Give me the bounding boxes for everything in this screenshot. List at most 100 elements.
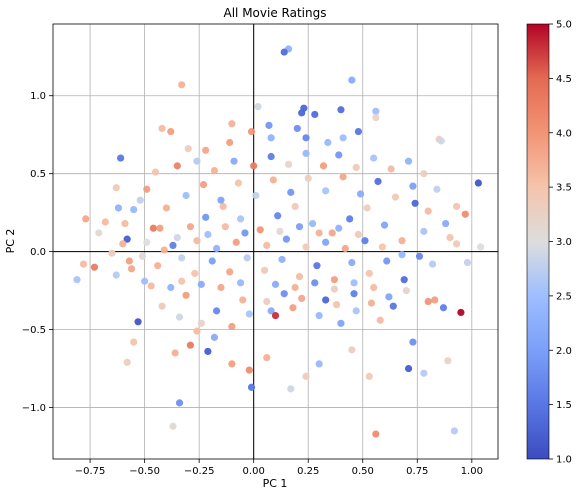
data-point: [162, 204, 171, 212]
x-axis-ticks: −0.75 −0.50 −0.25 0.00 0.25 0.50 0.75 1.00: [75, 459, 483, 477]
data-point: [302, 149, 310, 158]
data-point: [178, 277, 186, 285]
data-point: [219, 202, 227, 211]
data-point: [280, 290, 288, 298]
data-point: [134, 318, 142, 326]
data-point: [439, 304, 448, 312]
data-point: [313, 262, 321, 270]
data-point: [280, 48, 288, 56]
data-point: [73, 276, 81, 284]
data-point: [254, 103, 262, 111]
data-point: [354, 127, 362, 136]
grid-lines: [53, 24, 498, 459]
data-point: [167, 127, 175, 136]
data-point: [112, 271, 120, 279]
data-point: [389, 302, 397, 310]
data-point: [213, 244, 221, 253]
data-point: [315, 360, 323, 368]
colorbar-tick-label: 1.0: [556, 455, 572, 466]
data-point: [230, 157, 238, 165]
data-point: [463, 258, 472, 267]
data-point: [202, 213, 210, 221]
data-point: [411, 199, 419, 207]
data-point: [234, 179, 243, 187]
data-point: [431, 296, 439, 304]
data-point: [291, 283, 299, 292]
data-point: [160, 246, 168, 254]
data-point: [197, 280, 205, 288]
data-point: [171, 349, 179, 357]
y-axis-title: PC 2: [4, 229, 17, 254]
data-point: [197, 319, 205, 327]
data-point: [123, 358, 131, 366]
data-point: [173, 162, 181, 170]
data-point: [149, 224, 157, 232]
data-point: [130, 205, 138, 214]
data-point: [199, 180, 208, 189]
data-point: [193, 327, 201, 335]
colorbar-tick-label: 2.5: [556, 291, 572, 302]
data-point: [204, 347, 212, 356]
data-point: [123, 235, 131, 243]
colorbar-tick-label: 3.0: [556, 237, 572, 248]
data-point: [245, 366, 253, 374]
data-point: [452, 202, 461, 211]
data-point: [173, 234, 181, 242]
data-point: [476, 243, 485, 251]
data-point: [274, 212, 282, 220]
data-point: [424, 297, 432, 306]
data-point: [293, 124, 301, 133]
data-point: [339, 173, 347, 181]
data-point: [346, 215, 354, 223]
data-point: [380, 221, 389, 229]
x-tick-label: −0.25: [184, 466, 215, 477]
data-point: [383, 257, 391, 265]
data-point: [95, 229, 103, 237]
data-point: [158, 302, 166, 310]
data-point: [365, 372, 373, 380]
data-point: [241, 229, 249, 237]
data-point: [119, 240, 127, 248]
x-tick-label: 0.25: [297, 466, 319, 477]
data-point: [125, 257, 133, 265]
data-point: [143, 185, 151, 193]
data-point: [352, 163, 360, 172]
data-point: [337, 319, 345, 327]
x-tick-label: 0.50: [352, 466, 374, 477]
data-point: [284, 160, 293, 168]
data-point: [202, 146, 210, 154]
data-point: [319, 162, 328, 170]
data-point: [302, 134, 310, 142]
data-point: [112, 184, 120, 192]
data-point: [457, 308, 465, 317]
x-tick-label: −0.50: [129, 466, 160, 477]
data-point: [175, 313, 184, 321]
data-point: [374, 177, 382, 186]
data-point: [178, 254, 186, 262]
data-point: [370, 154, 378, 162]
data-point: [287, 188, 295, 196]
data-point: [108, 249, 116, 257]
data-point: [365, 269, 373, 278]
data-point: [210, 166, 219, 175]
colorbar: [526, 23, 550, 460]
data-point: [114, 204, 123, 212]
data-point: [156, 224, 164, 232]
data-point: [193, 237, 201, 245]
data-point: [169, 241, 177, 249]
y-tick-label: −0.5: [22, 325, 46, 336]
colorbar-tick-label: 5.0: [556, 20, 572, 31]
data-point: [330, 276, 338, 284]
data-point: [121, 219, 129, 228]
data-point: [335, 224, 343, 232]
data-point: [228, 120, 236, 128]
data-point: [289, 304, 297, 312]
data-point: [322, 238, 330, 246]
y-axis-ticks: −1.0 −0.5 0.0 0.5 1.0: [22, 91, 53, 414]
data-point: [271, 280, 280, 288]
data-point: [239, 296, 247, 304]
data-point: [315, 311, 323, 320]
data-point: [236, 215, 245, 223]
data-point: [409, 182, 417, 190]
